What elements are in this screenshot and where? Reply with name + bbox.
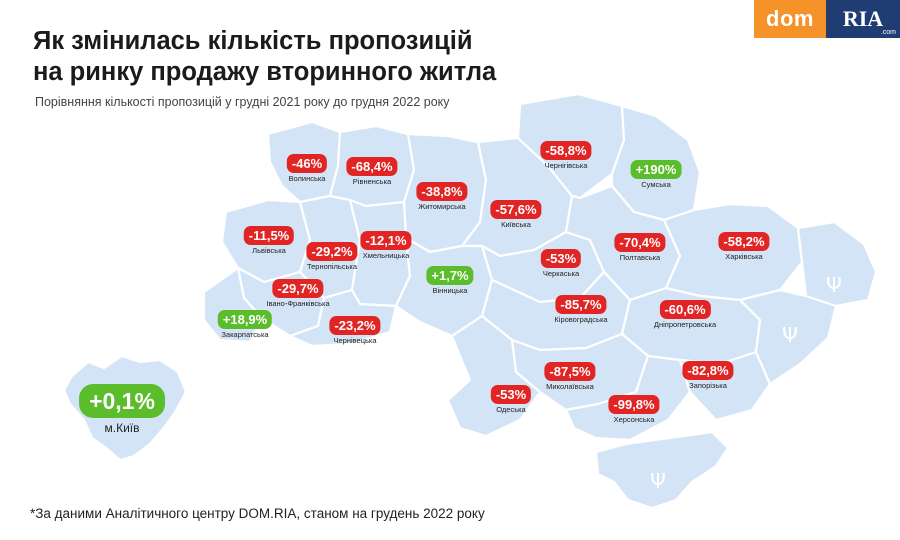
region-name-lviv: Львівська bbox=[252, 246, 286, 255]
region-value-odesa: -53% bbox=[490, 385, 532, 404]
kyiv-name: м.Київ bbox=[104, 421, 140, 435]
region-value-poltava: -70,4% bbox=[614, 233, 666, 252]
region-name-kharkiv: Харківська bbox=[725, 252, 763, 261]
region-value-kyivska: -57,6% bbox=[490, 200, 542, 219]
region-badge-kharkiv: -58,2% Харківська bbox=[718, 232, 770, 261]
region-value-lviv: -11,5% bbox=[243, 226, 295, 245]
region-badge-khmelnytskyi: -12,1% Хмельницька bbox=[360, 231, 412, 260]
region-badge-chernihiv: -58,8% Чернігівська bbox=[540, 141, 592, 170]
region-name-volyn: Волинська bbox=[288, 174, 326, 183]
region-badge-zhytomyr: -38,8% Житомирська bbox=[416, 182, 468, 211]
logo-ria-text: RIA bbox=[842, 6, 884, 31]
region-badge-zaporizhzhia: -82,8% Запорізька bbox=[682, 361, 734, 390]
region-name-odesa: Одеська bbox=[496, 405, 526, 414]
region-value-zhytomyr: -38,8% bbox=[416, 182, 468, 201]
region-name-kirovohrad: Кіровоградська bbox=[554, 315, 608, 324]
region-name-poltava: Полтавська bbox=[619, 253, 661, 262]
region-badge-zakarpattia: +18,9% Закарпатська bbox=[217, 310, 273, 339]
region-badge-lviv: -11,5% Львівська bbox=[243, 226, 295, 255]
domria-logo: dom RIA .com bbox=[754, 0, 900, 38]
region-badge-ternopil: -29,2% Тернопільська bbox=[306, 242, 358, 271]
logo-com-text: .com bbox=[880, 29, 896, 36]
region-badge-vinnytsia: +1,7% Вінницька bbox=[426, 266, 474, 295]
region-name-sumy: Сумська bbox=[641, 180, 671, 189]
region-name-zaporizhzhia: Запорізька bbox=[689, 381, 727, 390]
logo-ria: RIA .com bbox=[826, 0, 900, 38]
trident-icon-crimea: Ψ bbox=[650, 469, 666, 493]
region-badge-chernivtsi: -23,2% Чернівецька bbox=[329, 316, 381, 345]
region-badge-kherson: -99,8% Херсонська bbox=[608, 395, 660, 424]
region-shape-donetsk bbox=[738, 288, 838, 386]
region-badge-dnipro: -60,6% Дніпропетровська bbox=[654, 300, 716, 329]
trident-icon-donetsk: Ψ bbox=[782, 323, 798, 347]
region-badge-mykolaiv: -87,5% Миколаївська bbox=[544, 362, 596, 391]
title-line-2: на ринку продажу вторинного житла bbox=[33, 58, 497, 86]
region-badge-odesa: -53% Одеська bbox=[490, 385, 532, 414]
region-name-vinnytsia: Вінницька bbox=[432, 286, 468, 295]
region-value-chernihiv: -58,8% bbox=[540, 141, 592, 160]
region-name-ivano-frankivsk: Івано-Франківська bbox=[266, 299, 330, 308]
trident-icon-luhansk: Ψ bbox=[826, 273, 842, 297]
region-value-mykolaiv: -87,5% bbox=[544, 362, 596, 381]
region-value-kirovohrad: -85,7% bbox=[555, 295, 607, 314]
footnote: *За даними Аналітичного центру DOM.RIA, … bbox=[30, 506, 485, 521]
region-badge-cherkasy: -53% Черкаська bbox=[540, 249, 582, 278]
region-value-khmelnytskyi: -12,1% bbox=[360, 231, 412, 250]
region-shape-luhansk bbox=[796, 220, 878, 308]
region-value-chernivtsi: -23,2% bbox=[329, 316, 381, 335]
region-value-zakarpattia: +18,9% bbox=[217, 310, 273, 329]
region-value-ternopil: -29,2% bbox=[306, 242, 358, 261]
region-value-volyn: -46% bbox=[286, 154, 328, 173]
region-name-kyivska: Київська bbox=[501, 220, 531, 229]
region-shape-odesa bbox=[446, 314, 542, 438]
region-badge-volyn: -46% Волинська bbox=[286, 154, 328, 183]
region-badge-kyivska: -57,6% Київська bbox=[490, 200, 542, 229]
region-value-kharkiv: -58,2% bbox=[718, 232, 770, 251]
region-badge-rivne: -68,4% Рівненська bbox=[346, 157, 398, 186]
region-name-cherkasy: Черкаська bbox=[542, 269, 580, 278]
region-name-rivne: Рівненська bbox=[352, 177, 392, 186]
region-name-chernivtsi: Чернівецька bbox=[333, 336, 377, 345]
region-value-sumy: +190% bbox=[630, 160, 682, 179]
region-value-rivne: -68,4% bbox=[346, 157, 398, 176]
kyiv-value: +0,1% bbox=[79, 384, 165, 418]
logo-dom: dom bbox=[754, 0, 826, 38]
region-badge-poltava: -70,4% Полтавська bbox=[614, 233, 666, 262]
region-name-zhytomyr: Житомирська bbox=[418, 202, 466, 211]
region-shape-crimea bbox=[594, 430, 730, 510]
region-name-khmelnytskyi: Хмельницька bbox=[362, 251, 410, 260]
region-badge-ivano-frankivsk: -29,7% Івано-Франківська bbox=[266, 279, 330, 308]
region-name-zakarpattia: Закарпатська bbox=[221, 330, 269, 339]
region-name-dnipro: Дніпропетровська bbox=[653, 320, 717, 329]
page-title: Як змінилась кількість пропозицій на рин… bbox=[33, 26, 496, 88]
region-name-kherson: Херсонська bbox=[613, 415, 655, 424]
region-value-dnipro: -60,6% bbox=[659, 300, 711, 319]
subtitle: Порівняння кількості пропозицій у грудні… bbox=[35, 95, 450, 109]
title-line-1: Як змінилась кількість пропозицій bbox=[33, 27, 473, 55]
region-value-ivano-frankivsk: -29,7% bbox=[272, 279, 324, 298]
region-name-mykolaiv: Миколаївська bbox=[546, 382, 594, 391]
region-name-ternopil: Тернопільська bbox=[306, 262, 358, 271]
region-shape-kharkiv bbox=[662, 202, 804, 302]
region-value-kherson: -99,8% bbox=[608, 395, 660, 414]
region-badge-sumy: +190% Сумська bbox=[630, 160, 682, 189]
region-value-vinnytsia: +1,7% bbox=[426, 266, 474, 285]
region-badge-kirovohrad: -85,7% Кіровоградська bbox=[554, 295, 608, 324]
region-value-zaporizhzhia: -82,8% bbox=[682, 361, 734, 380]
region-name-chernihiv: Чернігівська bbox=[544, 161, 588, 170]
kyiv-badge: +0,1% м.Київ bbox=[79, 384, 165, 435]
region-value-cherkasy: -53% bbox=[540, 249, 582, 268]
